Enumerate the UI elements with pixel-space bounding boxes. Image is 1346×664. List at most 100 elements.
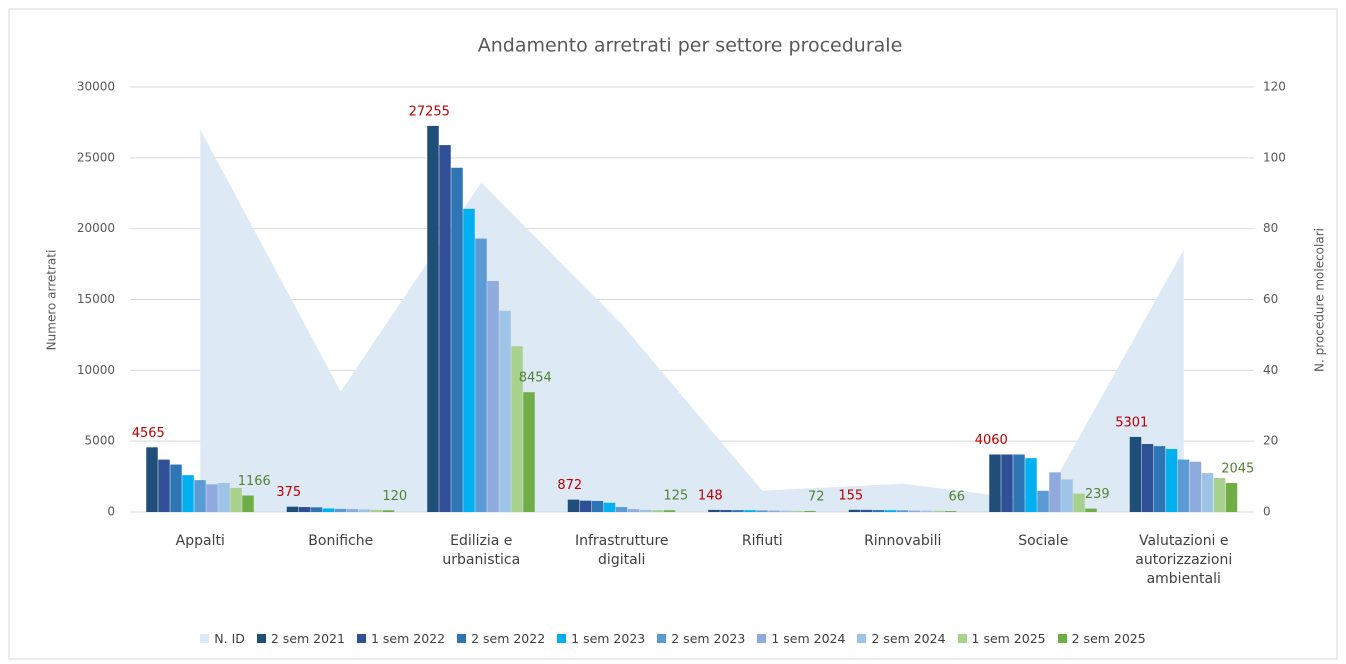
y-tick-label: 5000 (84, 434, 115, 448)
bar (487, 281, 499, 512)
bar (603, 502, 616, 512)
bar (896, 510, 909, 512)
bar (1165, 448, 1178, 512)
data-label: 1166 (238, 474, 271, 489)
bar (920, 510, 933, 512)
legend-swatch (457, 634, 467, 643)
legend-item: 2 sem 2022 (457, 631, 545, 646)
bar (1129, 436, 1142, 512)
legend-label: 1 sem 2023 (571, 631, 646, 646)
bar (1141, 444, 1154, 512)
data-label: 872 (557, 478, 582, 493)
bar (1061, 479, 1073, 512)
bar (1177, 459, 1190, 512)
legend-item: 1 sem 2025 (957, 631, 1046, 646)
y2-tick-label: 60 (1263, 292, 1278, 306)
bar (158, 459, 170, 512)
data-label: 72 (808, 489, 825, 504)
bar (1153, 446, 1166, 512)
bar (439, 145, 451, 513)
bar (768, 510, 780, 512)
legend-swatch (557, 634, 567, 643)
legend-label: 1 sem 2024 (771, 631, 846, 646)
bar (615, 507, 628, 512)
bar (651, 510, 664, 512)
bar (286, 506, 299, 512)
bar (206, 484, 218, 512)
bar (627, 509, 640, 512)
bar (475, 238, 487, 513)
bar (639, 509, 652, 512)
bar (1073, 493, 1085, 512)
legend-item: 2 sem 2025 (1057, 631, 1146, 646)
legend-label: 2 sem 2024 (871, 631, 946, 646)
data-label: 5301 (1115, 415, 1148, 430)
bar (218, 482, 230, 512)
y-tick-label: 10000 (77, 363, 115, 377)
x-tick-label: Valutazioni e autorizzazioni ambientali (1135, 533, 1233, 587)
y-tick-label: 0 (107, 505, 115, 519)
y2-axis-title: N. procedure molecolari (1313, 228, 1327, 372)
bar (1225, 483, 1238, 512)
legend-swatch (857, 634, 867, 643)
bar (708, 509, 720, 512)
bar (358, 509, 371, 512)
bar (872, 510, 885, 512)
x-tick-label: Edilizia e urbanistica (442, 533, 521, 568)
bar (756, 510, 768, 512)
data-label: 2045 (1221, 462, 1254, 477)
data-label: 239 (1085, 487, 1110, 502)
legend-label: N. ID (214, 631, 245, 646)
bar (860, 509, 873, 512)
bar (146, 447, 158, 512)
y2-tick-label: 100 (1263, 150, 1286, 164)
bar (663, 510, 676, 512)
bar (848, 509, 861, 512)
bar (182, 475, 194, 512)
legend: N. ID 2 sem 2021 1 sem 2022 2 sem 2022 1 sem… (0, 631, 1346, 646)
x-tick-label: Rinnovabili (864, 533, 942, 549)
bar (1085, 508, 1097, 512)
legend-item: 1 sem 2023 (557, 631, 645, 646)
bar (744, 510, 756, 512)
legend-item: 2 sem 2024 (857, 631, 946, 646)
legend-label: 2 sem 2022 (471, 631, 546, 646)
bar (579, 500, 592, 512)
bar (170, 464, 182, 512)
x-tick-label: Appalti (175, 533, 225, 549)
bar (1025, 458, 1037, 512)
bar (322, 508, 335, 512)
data-label: 120 (382, 489, 407, 504)
bar (1201, 473, 1214, 512)
data-label: 155 (838, 488, 863, 503)
legend-item: 1 sem 2022 (356, 631, 445, 646)
bar (720, 510, 732, 512)
data-label: 375 (276, 485, 301, 500)
bar (370, 509, 383, 512)
bar (1189, 461, 1202, 512)
data-label: 4565 (132, 426, 165, 441)
data-label: 8454 (519, 371, 552, 386)
x-tick-label: Sociale (1018, 533, 1069, 549)
bar (780, 510, 792, 512)
bar (298, 507, 311, 512)
bar (230, 487, 242, 512)
y2-tick-label: 0 (1263, 505, 1271, 519)
legend-swatch (957, 634, 967, 643)
legend-item: 1 sem 2024 (757, 631, 845, 646)
data-label: 27255 (409, 104, 450, 119)
y2-tick-label: 80 (1263, 221, 1278, 235)
legend-swatch (657, 634, 667, 643)
y2-tick-label: 120 (1263, 80, 1286, 94)
bar (242, 495, 254, 512)
bar (499, 310, 511, 512)
data-label: 66 (948, 490, 965, 505)
legend-swatch (256, 634, 266, 643)
legend-item: 2 sem 2023 (657, 631, 745, 646)
bar (908, 510, 921, 512)
legend-label: 1 sem 2025 (971, 631, 1046, 646)
bar (804, 510, 816, 512)
y-tick-label: 25000 (77, 150, 115, 164)
bar (932, 510, 945, 512)
